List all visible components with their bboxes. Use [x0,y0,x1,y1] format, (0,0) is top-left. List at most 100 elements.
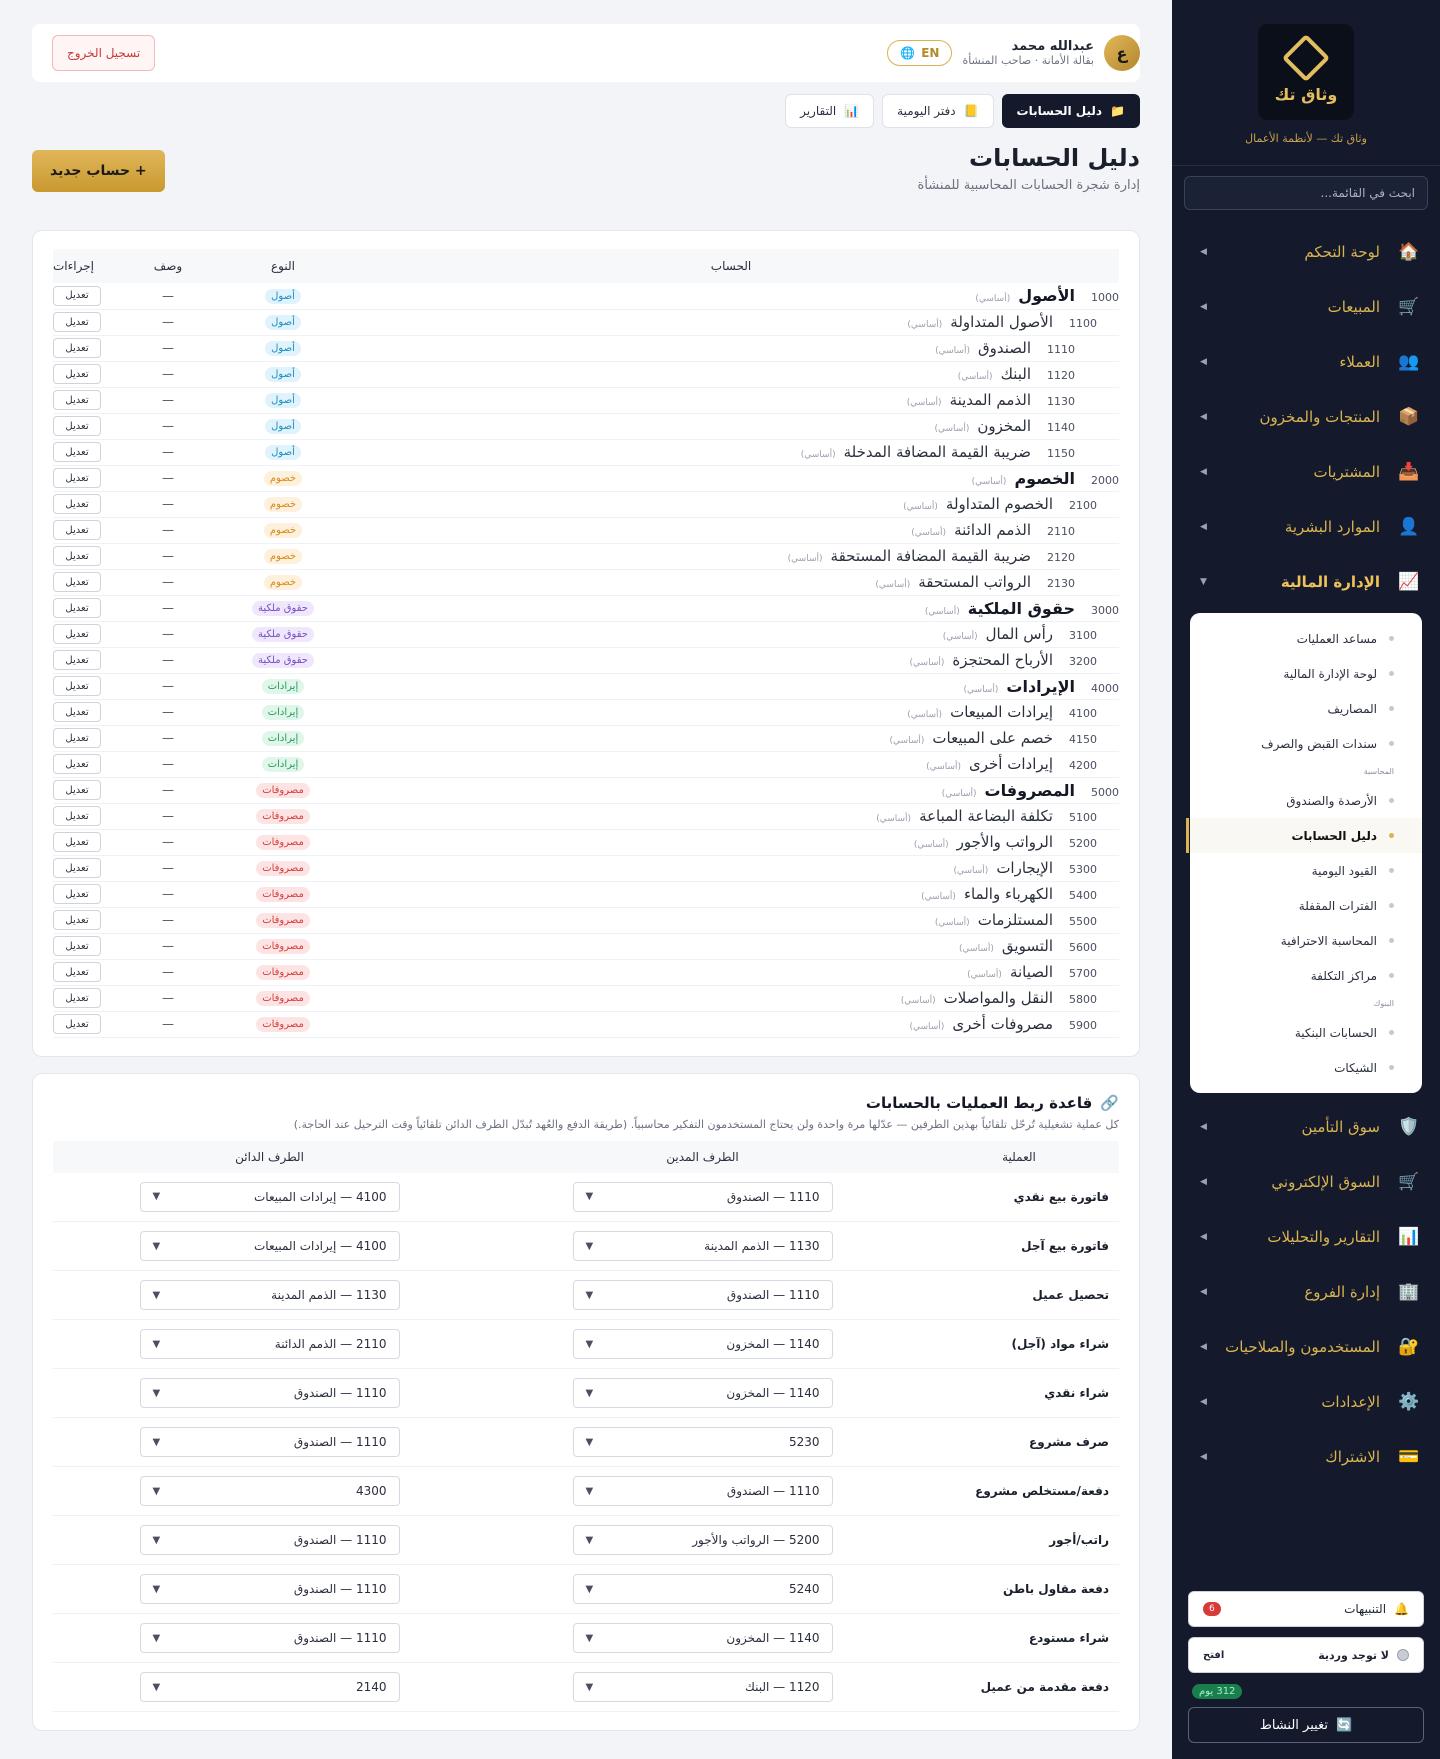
edit-account-button[interactable]: تعديل [53,728,101,748]
notifications-button[interactable]: 🔔 التنبيهات 6 [1188,1591,1424,1627]
sidebar-item-bottom-2[interactable]: 📊 التقارير والتحليلات ◀ [1172,1209,1440,1264]
submenu-item-chart-of-accounts[interactable]: دليل الحسابات [1186,818,1422,853]
edit-account-button[interactable]: تعديل [53,988,101,1008]
edit-account-button[interactable]: تعديل [53,832,101,852]
credit-account-select[interactable]: 2110 — الذمم الدائنة ▼ [139,1329,400,1359]
edit-account-button[interactable]: تعديل [53,494,101,514]
sidebar-item-finance[interactable]: 📈 الإدارة المالية ▼ [1172,554,1440,609]
submenu-item-submenu_a-1[interactable]: لوحة الإدارة المالية [1190,656,1422,691]
debit-account-select[interactable]: 1140 — المخزون ▼ [572,1329,833,1359]
sidebar-item-bottom-3[interactable]: 🏢 إدارة الفروع ◀ [1172,1264,1440,1319]
edit-account-button[interactable]: تعديل [53,572,101,592]
language-toggle[interactable]: EN 🌐 [887,40,953,66]
edit-account-button[interactable]: تعديل [53,884,101,904]
edit-account-button[interactable]: تعديل [53,598,101,618]
edit-account-button[interactable]: تعديل [53,546,101,566]
edit-account-button[interactable]: تعديل [53,754,101,774]
credit-account-select[interactable]: 1110 — الصندوق ▼ [139,1623,400,1653]
edit-account-button[interactable]: تعديل [53,676,101,696]
edit-account-button[interactable]: تعديل [53,390,101,410]
sidebar-item-bottom-5[interactable]: ⚙️ الإعدادات ◀ [1172,1374,1440,1429]
switch-activity-button[interactable]: 🔄 تغيير النشاط [1188,1707,1424,1743]
credit-account-select[interactable]: 1110 — الصندوق ▼ [139,1427,400,1457]
logout-button[interactable]: تسجيل الخروج [52,35,156,71]
edit-account-button[interactable]: تعديل [53,910,101,930]
edit-account-button[interactable]: تعديل [53,364,101,384]
credit-account-select[interactable]: 4100 — إيرادات المبيعات ▼ [139,1181,400,1212]
credit-account-select[interactable]: 4300 ▼ [139,1476,400,1506]
sidebar-item-bottom-0[interactable]: 🛡️ سوق التأمين ◀ [1172,1099,1440,1154]
debit-account-select[interactable]: 5200 — الرواتب والأجور ▼ [572,1525,833,1555]
edit-account-button[interactable]: تعديل [53,650,101,670]
sidebar-item-bottom-4[interactable]: 🔐 المستخدمون والصلاحيات ◀ [1172,1319,1440,1374]
edit-account-button[interactable]: تعديل [53,780,101,800]
debit-account-select[interactable]: 1140 — المخزون ▼ [572,1378,833,1408]
sidebar-item-top-2[interactable]: 👥 العملاء ◀ [1172,334,1440,389]
edit-account-button[interactable]: تعديل [53,936,101,956]
tab-0[interactable]: 📊 التقارير [785,94,875,128]
debit-account-select[interactable]: 5240 ▼ [572,1574,833,1604]
sidebar-item-bottom-1[interactable]: 🛒 السوق الإلكتروني ◀ [1172,1154,1440,1209]
edit-account-button[interactable]: تعديل [53,285,101,306]
new-account-button[interactable]: + حساب جديد [32,150,165,192]
brand-logo[interactable]: وثاق تك [1258,24,1354,120]
edit-account-button[interactable]: تعديل [53,520,101,540]
edit-account-button[interactable]: تعديل [53,312,101,332]
account-desc: — [113,491,223,518]
debit-account-select[interactable]: 1140 — المخزون ▼ [572,1623,833,1653]
credit-account-select[interactable]: 1110 — الصندوق ▼ [139,1525,400,1555]
chevron-down-icon: ▼ [585,1485,594,1497]
submenu-item-submenu_c-3[interactable]: مراكز التكلفة [1190,958,1422,993]
sidebar-search-input[interactable]: ابحث في القائمة... [1184,176,1428,210]
account-cell: 1150 ضريبة القيمة المضافة المدخلة (أساسي) [343,439,1119,466]
debit-account-select[interactable]: 1120 — البنك ▼ [572,1672,833,1702]
credit-cell: 1110 — الصندوق ▼ [53,1368,486,1418]
debit-account-select[interactable]: 1110 — الصندوق ▼ [572,1476,833,1506]
credit-account-select[interactable]: 1110 — الصندوق ▼ [139,1574,400,1604]
debit-account-select[interactable]: 1130 — الذمم المدينة ▼ [572,1231,833,1261]
edit-account-button[interactable]: تعديل [53,858,101,878]
edit-account-button[interactable]: تعديل [53,702,101,722]
edit-account-button[interactable]: تعديل [53,1014,101,1034]
account-code: 4150 [1069,733,1097,746]
edit-account-button[interactable]: تعديل [53,624,101,644]
sidebar-item-bottom-6[interactable]: 💳 الاشتراك ◀ [1172,1429,1440,1484]
edit-account-button[interactable]: تعديل [53,338,101,358]
debit-account-select[interactable]: 1110 — الصندوق ▼ [572,1181,833,1212]
tab-2[interactable]: 📁 دليل الحسابات [1001,94,1140,128]
tab-1[interactable]: 📒 دفتر اليومية [882,94,994,128]
debit-account-select[interactable]: 1110 — الصندوق ▼ [572,1280,833,1310]
submenu-item-submenu_d-1[interactable]: الشيكات [1190,1050,1422,1085]
base-account-tag: (أساسي) [907,710,943,720]
sidebar-item-top-3[interactable]: 📦 المنتجات والمخزون ◀ [1172,389,1440,444]
submenu-item-submenu_c-2[interactable]: المحاسبة الاحترافية [1190,923,1422,958]
type-cell: أصول [223,439,343,466]
submenu-item-submenu_c-1[interactable]: الفترات المقفلة [1190,888,1422,923]
submenu-item-submenu_b-0[interactable]: الأرصدة والصندوق [1190,783,1422,818]
submenu-item-submenu_c-0[interactable]: القيود اليومية [1190,853,1422,888]
edit-account-button[interactable]: تعديل [53,962,101,982]
debit-account-select[interactable]: 5230 ▼ [572,1427,833,1457]
sidebar-item-top-4[interactable]: 📥 المشتريات ◀ [1172,444,1440,499]
submenu-item-submenu_a-2[interactable]: المصاريف [1190,691,1422,726]
credit-account-select[interactable]: 2140 ▼ [139,1672,400,1702]
sidebar-item-top-5[interactable]: 👤 الموارد البشرية ◀ [1172,499,1440,554]
chevron-down-icon: ▼ [152,1485,161,1497]
sidebar-item-top-0[interactable]: 🏠 لوحة التحكم ◀ [1172,224,1440,279]
credit-account-select[interactable]: 1110 — الصندوق ▼ [139,1378,400,1408]
open-shift-button[interactable]: افتح [1203,1649,1225,1661]
submenu-item-submenu_a-3[interactable]: سندات القبض والصرف [1190,726,1422,761]
avatar[interactable]: ع [1104,35,1140,71]
edit-account-button[interactable]: تعديل [53,416,101,436]
account-desc: — [113,465,223,492]
submenu-item-submenu_d-0[interactable]: الحسابات البنكية [1190,1015,1422,1050]
user-menu[interactable]: ع عبدالله محمد بقالة الأمانة · صاحب المن… [962,35,1140,71]
credit-account-select[interactable]: 4100 — إيرادات المبيعات ▼ [139,1231,400,1261]
edit-account-button[interactable]: تعديل [53,806,101,826]
edit-account-button[interactable]: تعديل [53,468,101,488]
sidebar-item-top-1[interactable]: 🛒 المبيعات ◀ [1172,279,1440,334]
actions-cell: تعديل [53,595,113,622]
credit-account-select[interactable]: 1130 — الذمم المدينة ▼ [139,1280,400,1310]
submenu-item-submenu_a-0[interactable]: مساعد العمليات [1190,621,1422,656]
edit-account-button[interactable]: تعديل [53,442,101,462]
